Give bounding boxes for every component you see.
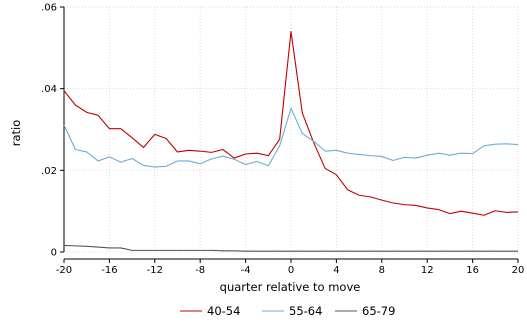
x-tick-label: -12 bbox=[147, 265, 163, 276]
x-tick-label: 16 bbox=[466, 265, 479, 276]
x-tick-label: 20 bbox=[512, 265, 525, 276]
x-axis-title: quarter relative to move bbox=[220, 280, 361, 294]
y-tick-label: .06 bbox=[41, 3, 57, 14]
series-line-55-64 bbox=[63, 107, 519, 168]
series-line-40-54 bbox=[63, 30, 519, 216]
y-axis-title: ratio bbox=[9, 120, 23, 147]
grid bbox=[63, 6, 519, 253]
y-tick-label: .02 bbox=[41, 166, 57, 177]
x-tick-label: 0 bbox=[288, 265, 294, 276]
axes: 0 .02 .04 .06 -20 -16 -12 -8 -4 0 4 8 12 16 20 bbox=[41, 3, 524, 277]
legend: 40-54 55-64 65-79 bbox=[180, 304, 395, 318]
y-tick-label: .04 bbox=[41, 84, 57, 95]
legend-label-40-54: 40-54 bbox=[207, 304, 240, 318]
x-tick-label: 12 bbox=[421, 265, 434, 276]
x-tick-label: -20 bbox=[56, 265, 72, 276]
legend-label-55-64: 55-64 bbox=[289, 304, 322, 318]
series-line-65-79 bbox=[63, 244, 518, 252]
series-group bbox=[63, 30, 519, 252]
x-tick-label: 8 bbox=[379, 265, 385, 276]
x-tick-label: -4 bbox=[241, 265, 251, 276]
x-tick-label: -16 bbox=[101, 265, 117, 276]
x-tick-label: -8 bbox=[195, 265, 205, 276]
y-tick-label: 0 bbox=[51, 248, 57, 259]
x-tick-label: 4 bbox=[333, 265, 339, 276]
legend-label-65-79: 65-79 bbox=[362, 304, 395, 318]
